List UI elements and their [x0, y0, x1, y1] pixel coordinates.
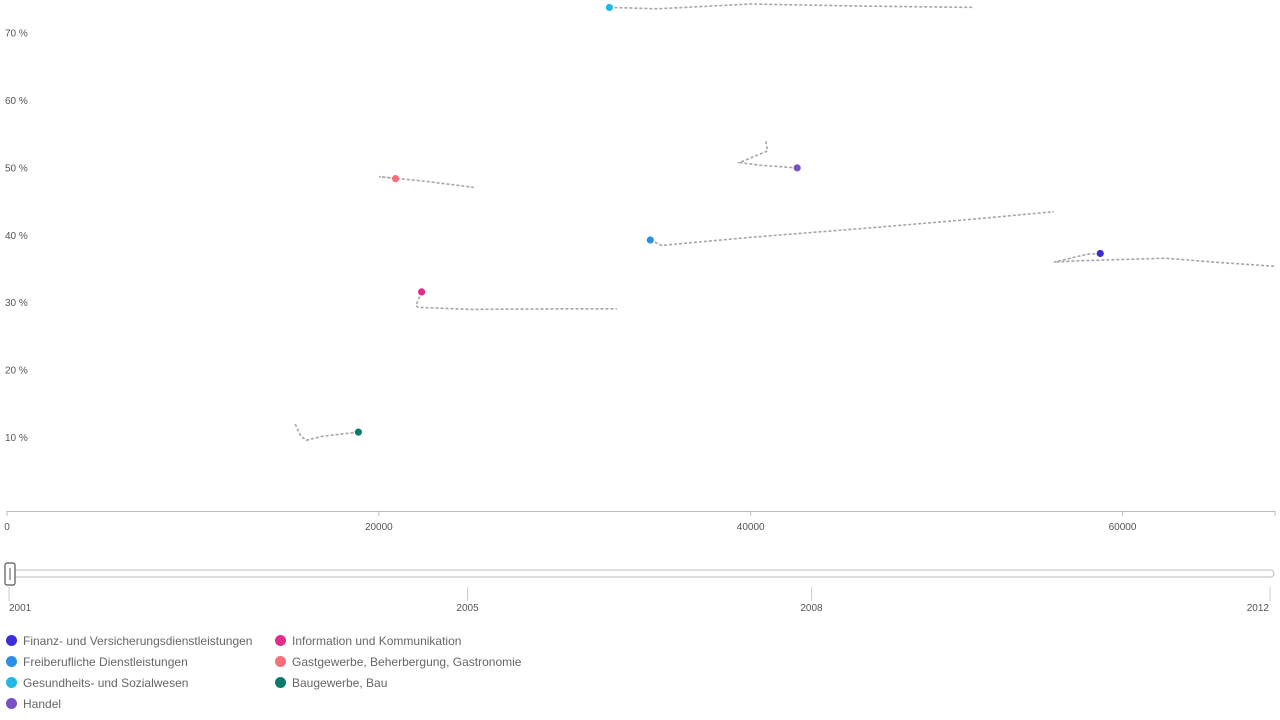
legend-item[interactable]: Handel	[6, 693, 61, 714]
slider-tick-label: 2008	[800, 603, 823, 614]
legend-item[interactable]: Gastgewerbe, Beherbergung, Gastronomie	[275, 651, 521, 672]
slider-tick-label: 2012	[1247, 603, 1270, 614]
legend-item[interactable]: Baugewerbe, Bau	[275, 672, 387, 693]
legend-item[interactable]: Information und Kommunikation	[275, 630, 461, 651]
legend-item[interactable]: Freiberufliche Dienstleistungen	[6, 651, 188, 672]
legend-swatch	[6, 677, 17, 688]
y-tick-label: 10 %	[5, 433, 28, 444]
legend-label: Handel	[23, 696, 62, 711]
legend-swatch	[6, 698, 17, 709]
series-trail	[736, 139, 798, 169]
x-tick-label: 0	[4, 522, 10, 533]
series-trail	[1053, 252, 1276, 268]
series-point[interactable]	[646, 236, 654, 244]
series-point[interactable]	[605, 3, 613, 12]
legend-swatch	[275, 656, 286, 667]
y-tick-label: 70 %	[5, 29, 28, 40]
legend-label: Finanz- und Versicherungsdienstleistunge…	[23, 633, 253, 648]
legend-label: Gesundheits- und Sozialwesen	[23, 675, 189, 690]
y-tick-label: 20 %	[5, 366, 28, 377]
legend: Finanz- und Versicherungsdienstleistunge…	[6, 630, 626, 718]
slider-track[interactable]	[4, 569, 1275, 578]
y-tick-label: 30 %	[5, 298, 28, 309]
series-points	[354, 3, 1104, 436]
series-trails	[294, 3, 1276, 442]
series-trail	[415, 291, 617, 311]
series-trail	[378, 175, 474, 189]
legend-label: Information und Kommunikation	[292, 633, 462, 648]
legend-swatch	[275, 677, 286, 688]
series-point[interactable]	[418, 288, 426, 296]
slider-tick-label: 2005	[456, 603, 479, 614]
x-tick-label: 60000	[1109, 522, 1137, 533]
x-tick-label: 20000	[365, 522, 393, 533]
legend-label: Freiberufliche Dienstleistungen	[23, 654, 188, 669]
slider-tick-label: 2001	[9, 603, 32, 614]
y-axis: 10 % 20 % 30 % 40 % 50 % 60 % 70 %	[5, 29, 28, 444]
y-tick-label: 50 %	[5, 163, 28, 174]
legend-label: Gastgewerbe, Beherbergung, Gastronomie	[292, 654, 522, 669]
y-tick-label: 60 %	[5, 96, 28, 107]
series-trail	[649, 210, 1054, 247]
legend-label: Baugewerbe, Bau	[292, 675, 388, 690]
legend-item[interactable]: Finanz- und Versicherungsdienstleistunge…	[6, 630, 252, 651]
series-point[interactable]	[391, 175, 400, 183]
series-trail	[609, 3, 974, 10]
slider-ticks: 2001 2005 2008 2012	[8, 587, 1271, 614]
series-trail	[294, 423, 359, 442]
legend-item[interactable]: Gesundheits- und Sozialwesen	[6, 672, 188, 693]
x-tick-label: 40000	[737, 522, 765, 533]
legend-swatch	[275, 635, 286, 646]
series-point[interactable]	[354, 428, 362, 436]
year-slider[interactable]: 2001 2005 2008 2012	[4, 562, 1275, 614]
series-point[interactable]	[1096, 249, 1104, 258]
x-axis: 0 20000 40000 60000	[4, 511, 1276, 533]
legend-swatch	[6, 656, 17, 667]
scatter-chart: 10 % 20 % 30 % 40 % 50 % 60 % 70 % 0 20000 40000…	[4, 3, 1276, 614]
legend-swatch	[6, 635, 17, 646]
series-point[interactable]	[793, 164, 801, 172]
y-tick-label: 40 %	[5, 231, 28, 242]
